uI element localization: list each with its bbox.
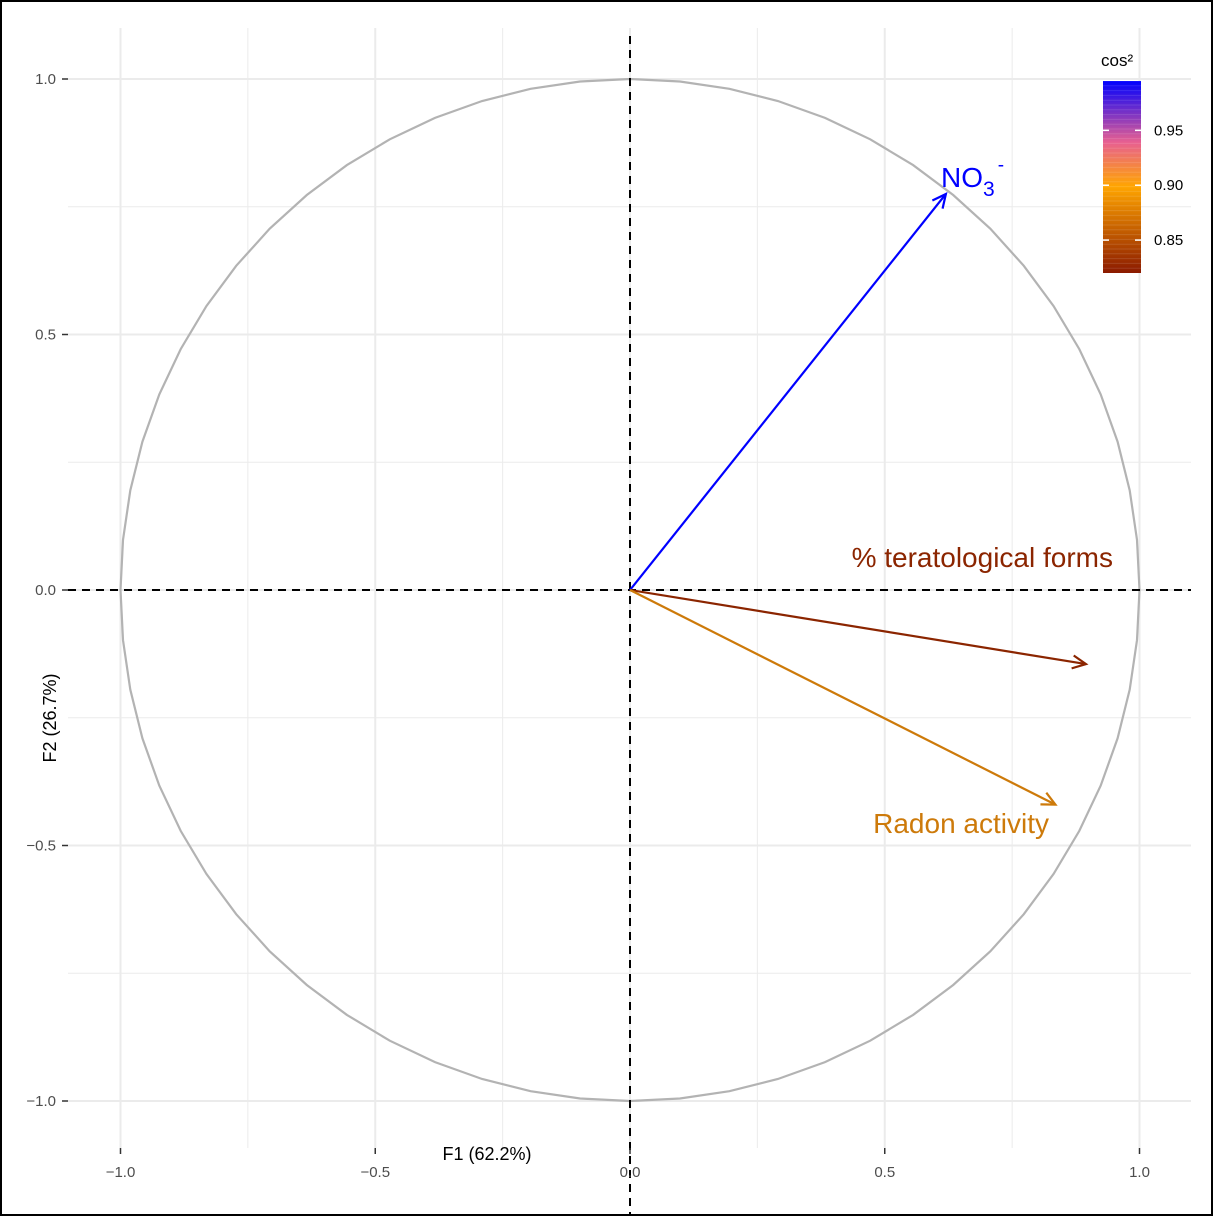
x-axis-title: F1 (62.2%) — [442, 1144, 531, 1164]
y-tick-label: −0.5 — [26, 838, 56, 855]
y-axis-title: F2 (26.7%) — [40, 673, 60, 762]
cos2-legend: cos² 0.95 0.90 0.85 — [1101, 51, 1183, 273]
variable-arrow-head — [1071, 654, 1089, 670]
legend-tick-label: 0.85 — [1154, 232, 1183, 249]
y-tick-label: 0.5 — [35, 327, 56, 344]
unit-circle-layer — [119, 77, 1141, 1103]
x-tick-label: 0.5 — [874, 1164, 895, 1181]
x-tick-label: −1.0 — [106, 1164, 136, 1181]
x-tick-label: −0.5 — [360, 1164, 390, 1181]
variable-arrow-line — [629, 588, 1087, 666]
variable-arrow-line — [629, 193, 947, 591]
legend-tick-label: 0.95 — [1154, 122, 1183, 139]
variable-label-no3: NO3- — [941, 155, 1004, 201]
legend-title: cos² — [1101, 51, 1133, 70]
variable-label-teratological: % teratological forms — [852, 542, 1113, 573]
x-tick-label: 0.0 — [620, 1164, 641, 1181]
y-ticks: 1.0 0.5 0.0 −0.5 −1.0 — [26, 71, 68, 1110]
zero-lines — [68, 36, 1191, 1216]
variable-label-radon: Radon activity — [873, 808, 1049, 839]
legend-tick-label: 0.90 — [1154, 177, 1183, 194]
unit-circle — [119, 77, 1141, 1103]
legend-colorbar — [1103, 80, 1141, 273]
x-tick-label: 1.0 — [1129, 1164, 1150, 1181]
y-tick-label: 1.0 — [35, 71, 56, 88]
legend-ticks: 0.95 0.90 0.85 — [1103, 122, 1183, 249]
y-tick-label: −1.0 — [26, 1093, 56, 1110]
variable-arrow-head — [931, 191, 948, 209]
x-ticks: −1.0 −0.5 0.0 0.5 1.0 — [106, 1148, 1150, 1181]
variable-arrows — [629, 191, 1089, 806]
variable-arrow-head — [1040, 792, 1058, 806]
legend-colorbar-fill — [1103, 81, 1141, 273]
y-tick-label: 0.0 — [35, 582, 56, 599]
variable-labels: NO3- % teratological forms Radon activity — [852, 155, 1113, 839]
variable-arrow-line — [629, 589, 1056, 806]
